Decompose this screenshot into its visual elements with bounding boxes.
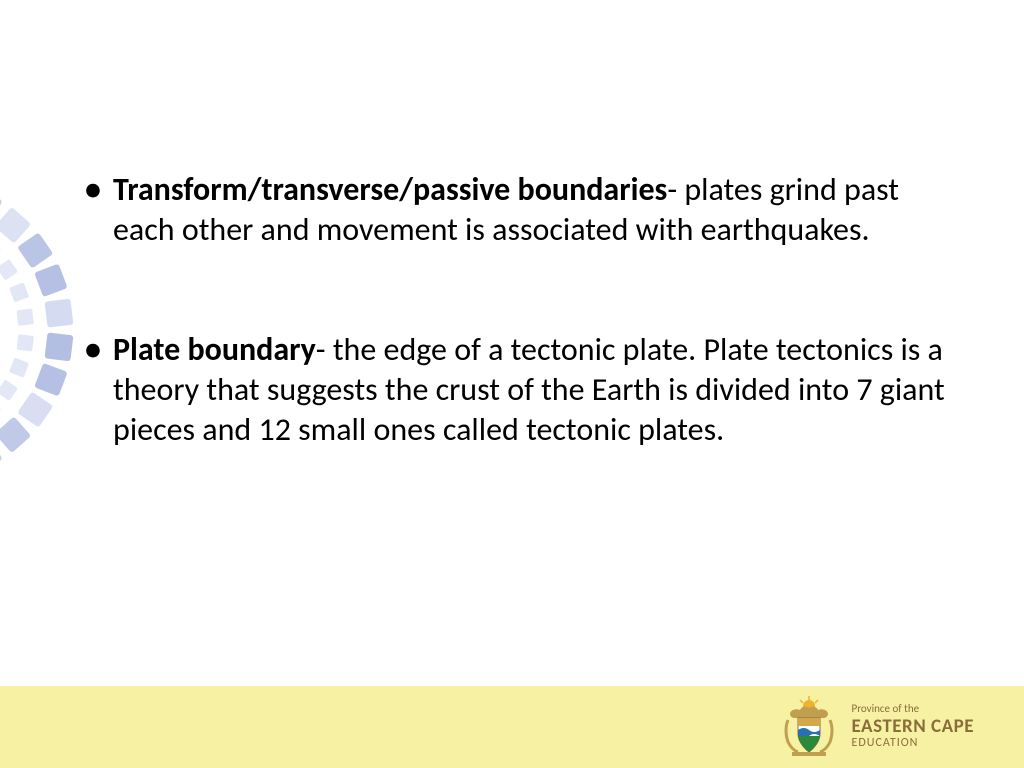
crest-icon — [778, 696, 840, 758]
logo-line-dept: EDUCATION — [852, 737, 974, 751]
list-item: Plate boundary- the edge of a tectonic p… — [85, 330, 954, 450]
logo-line-name: EASTERN CAPE — [852, 716, 974, 738]
footer-bar: Province of the EASTERN CAPE EDUCATION — [0, 686, 1024, 768]
footer-logo-text: Province of the EASTERN CAPE EDUCATION — [852, 703, 974, 751]
term: Plate boundary — [113, 330, 316, 369]
logo-line-province: Province of the — [852, 703, 974, 716]
slide-content: Transform/transverse/passive boundaries-… — [0, 0, 1024, 450]
list-item: Transform/transverse/passive boundaries-… — [85, 170, 954, 250]
term: Transform/transverse/passive boundaries — [113, 170, 667, 209]
bullet-list: Transform/transverse/passive boundaries-… — [85, 170, 954, 450]
